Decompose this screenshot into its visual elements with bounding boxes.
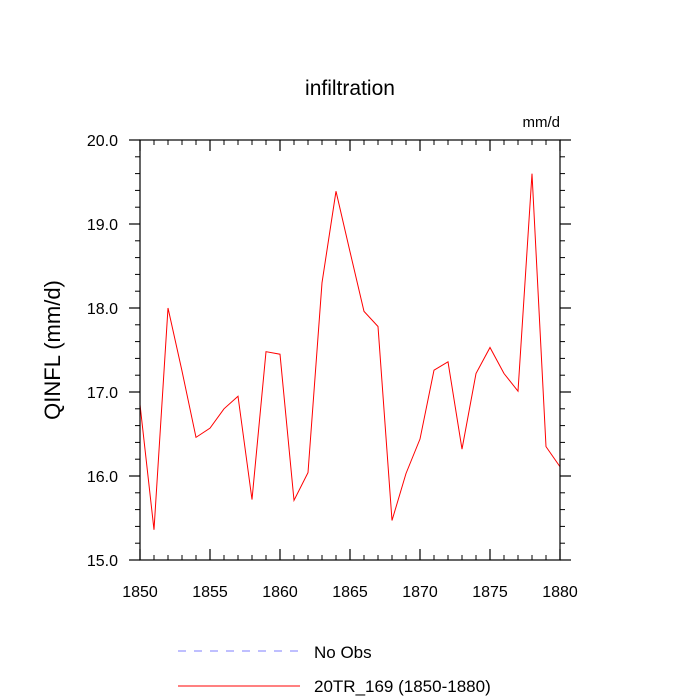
- y-tick-label: 19.0: [87, 217, 118, 234]
- x-tick-label: 1860: [262, 584, 298, 601]
- y-tick-label: 17.0: [87, 385, 118, 402]
- x-tick-label: 1880: [542, 584, 578, 601]
- y-axis-label: QINFL (mm/d): [40, 280, 65, 420]
- x-tick-label: 1875: [472, 584, 508, 601]
- units-label: mm/d: [523, 114, 561, 131]
- y-tick-label: 20.0: [87, 133, 118, 150]
- series-line-20tr-169: [139, 173, 561, 530]
- y-tick-label: 18.0: [87, 301, 118, 318]
- legend: No Obs 20TR_169 (1850-1880): [178, 643, 491, 696]
- y-tick-label: 16.0: [87, 469, 118, 486]
- minor-ticks: [135, 139, 565, 561]
- x-tick-label: 1855: [192, 584, 228, 601]
- x-tick-labels: 1850 1855 1860 1865 1870 1875 1880: [122, 584, 578, 601]
- y-tick-label: 15.0: [87, 553, 118, 570]
- legend-label-20tr-169: 20TR_169 (1850-1880): [314, 677, 491, 696]
- y-tick-labels: 15.0 16.0 17.0 18.0 19.0 20.0: [87, 133, 118, 570]
- chart-title: infiltration: [305, 77, 395, 100]
- legend-label-no-obs: No Obs: [314, 643, 372, 662]
- x-tick-label: 1850: [122, 584, 158, 601]
- plot-frame: [139, 139, 561, 561]
- x-tick-label: 1865: [332, 584, 368, 601]
- x-tick-label: 1870: [402, 584, 438, 601]
- major-ticks: [129, 139, 571, 561]
